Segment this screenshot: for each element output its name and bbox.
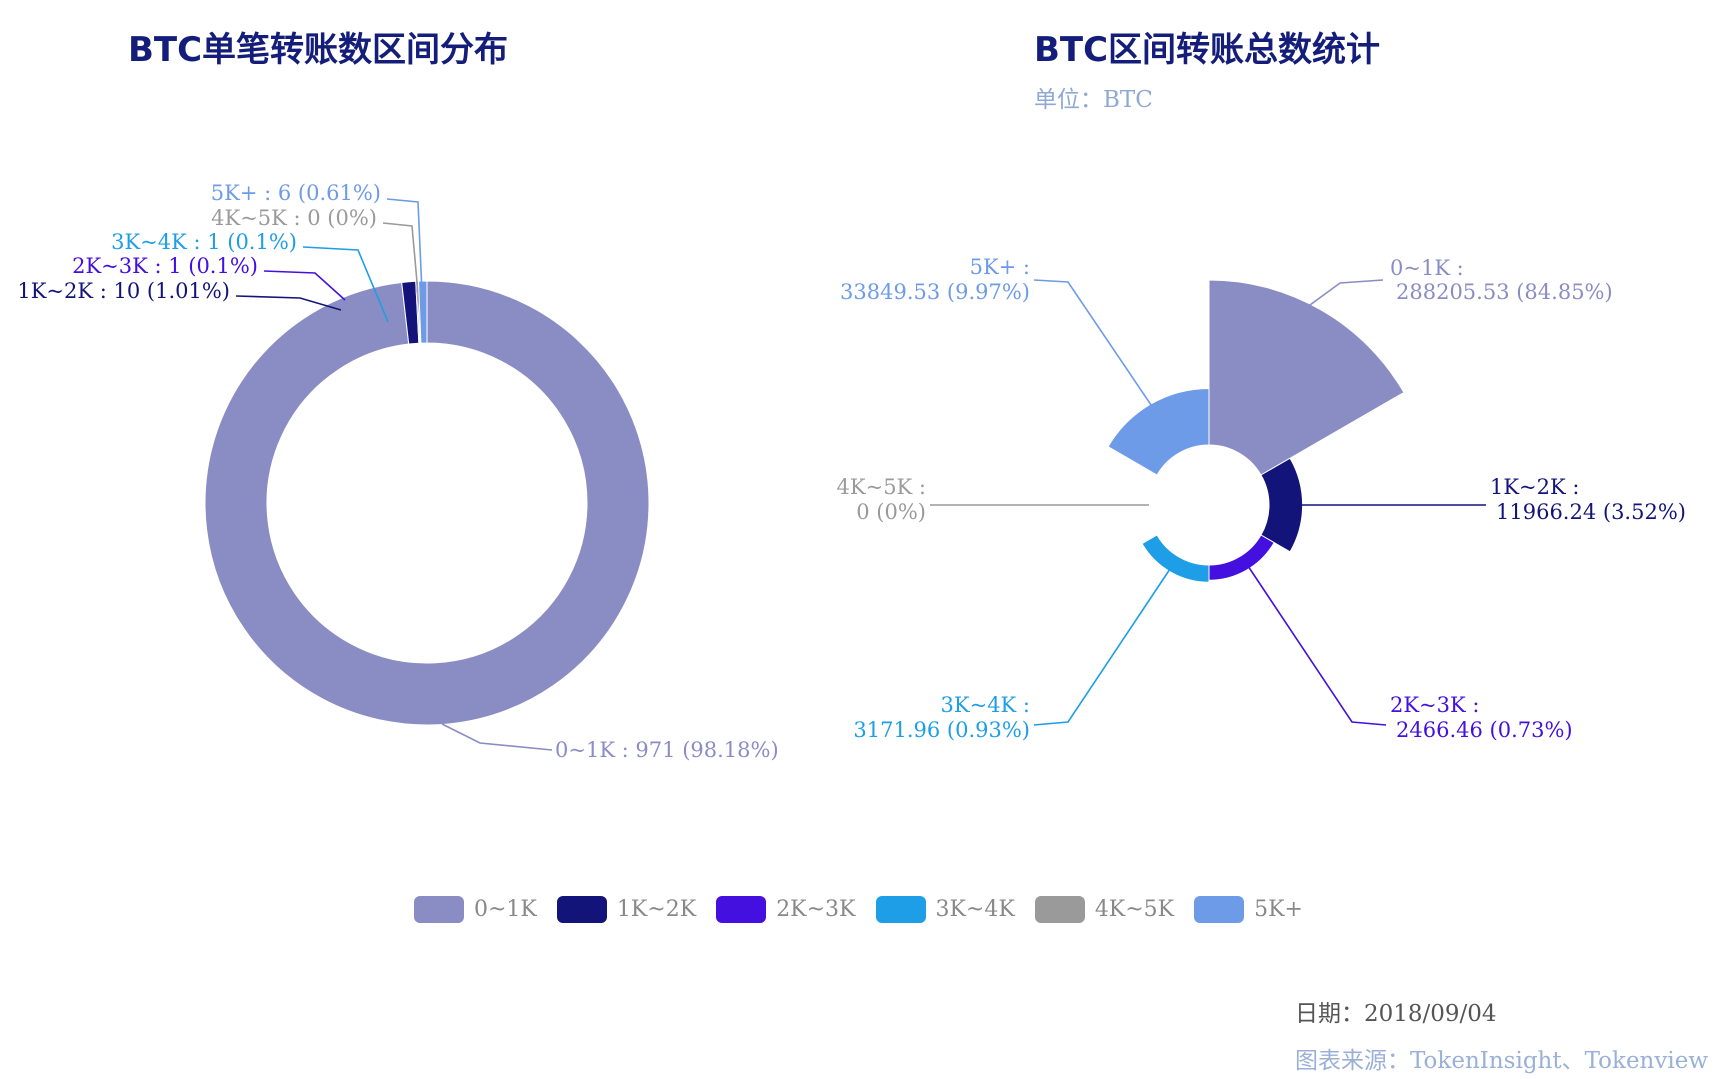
donut-label-line-5kplus — [386, 198, 425, 339]
donut-label-line-4k-5k — [382, 222, 423, 339]
legend-swatch — [1194, 896, 1245, 923]
rose-label-name-3k-4k: 3K~4K : — [941, 693, 1030, 717]
legend-label: 2K~3K — [776, 897, 856, 922]
donut-label-0-1k: 0~1K : 971 (98.18%) — [555, 738, 779, 762]
legend-item-0-1k[interactable]: 0~1K — [414, 896, 537, 923]
legend-swatch — [875, 896, 926, 923]
legend-swatch — [556, 896, 607, 923]
legend-item-3k-4k[interactable]: 3K~4K — [875, 896, 1015, 923]
donut-slice-0-1k — [204, 280, 650, 726]
donut-label-5kplus: 5K+ : 6 (0.61%) — [211, 181, 381, 205]
rose-label-value-4k-5k: 0 (0%) — [856, 500, 926, 524]
rose-slice-2k-3k — [1208, 534, 1275, 581]
rose-slice-0-1k — [1208, 279, 1405, 476]
legend-label: 5K+ — [1254, 897, 1303, 922]
rose-label-value-5kplus: 33849.53 (9.97%) — [840, 280, 1030, 304]
donut-label-line-1k-2k — [235, 295, 342, 311]
legend-label: 4K~5K — [1094, 897, 1175, 922]
rose-label-name-2k-3k: 2K~3K : — [1390, 693, 1479, 717]
donut-label-line-3k-4k — [302, 246, 389, 323]
legend-label: 3K~4K — [935, 897, 1015, 922]
rose-label-name-1k-2k: 1K~2K : — [1490, 475, 1579, 499]
date-value: 2018/09/04 — [1364, 1001, 1497, 1027]
legend-label: 1K~2K — [616, 897, 697, 922]
source-line: 图表来源：TokenInsight、Tokenview — [1295, 1041, 1708, 1075]
donut-label-line-2k-3k — [263, 270, 346, 301]
legend-swatch — [1034, 896, 1085, 923]
legend-swatch — [414, 896, 464, 923]
rose-label-value-0-1k: 288205.53 (84.85%) — [1396, 280, 1613, 304]
rose-label-line-0-1k — [1309, 279, 1384, 306]
left-chart-title: BTC单笔转账数区间分布 — [128, 30, 509, 70]
rose-label-value-2k-3k: 2466.46 (0.73%) — [1396, 718, 1573, 742]
donut-label-3k-4k: 3K~4K : 1 (0.1%) — [111, 230, 297, 254]
legend-label: 0~1K — [474, 897, 537, 922]
rose-slice-3k-4k — [1141, 534, 1210, 583]
rose-label-name-4k-5k: 4K~5K : — [837, 475, 926, 499]
rose-label-value-1k-2k: 11966.24 (3.52%) — [1496, 500, 1686, 524]
donut-label-4k-5k: 4K~5K : 0 (0%) — [211, 206, 377, 230]
legend-item-5kplus[interactable]: 5K+ — [1194, 896, 1303, 923]
rose-label-name-5kplus: 5K+ : — [970, 255, 1030, 279]
date-label: 日期： — [1295, 1001, 1364, 1027]
rose-slice-1k-2k — [1260, 457, 1304, 553]
donut-label-1k-2k: 1K~2K : 10 (1.01%) — [17, 279, 230, 303]
date-line: 日期：2018/09/04 — [1295, 994, 1497, 1028]
legend-item-2k-3k[interactable]: 2K~3K — [716, 896, 856, 923]
legend: 0~1K 1K~2K 2K~3K 3K~4K 4K~5K 5K+ — [0, 896, 1717, 923]
legend-item-4k-5k[interactable]: 4K~5K — [1034, 896, 1175, 923]
legend-item-1k-2k[interactable]: 1K~2K — [556, 896, 697, 923]
donut-label-2k-3k: 2K~3K : 1 (0.1%) — [72, 254, 258, 278]
rose-label-line-3k-4k — [1033, 559, 1177, 726]
rose-slice-5kplus — [1107, 387, 1210, 476]
legend-swatch — [716, 896, 767, 923]
donut-label-line-0-1k — [441, 723, 553, 751]
source-label: 图表来源： — [1295, 1048, 1410, 1074]
rose-label-line-5kplus — [1033, 279, 1171, 434]
source-value: TokenInsight、Tokenview — [1410, 1048, 1709, 1074]
rose-label-name-0-1k: 0~1K : — [1390, 256, 1464, 280]
right-chart-title: BTC区间转账总数统计 — [1034, 30, 1381, 70]
right-chart-unit-subtitle: 单位：BTC — [1034, 87, 1153, 113]
rose-label-value-3k-4k: 3171.96 (0.93%) — [853, 718, 1030, 742]
rose-label-line-2k-3k — [1243, 559, 1387, 726]
